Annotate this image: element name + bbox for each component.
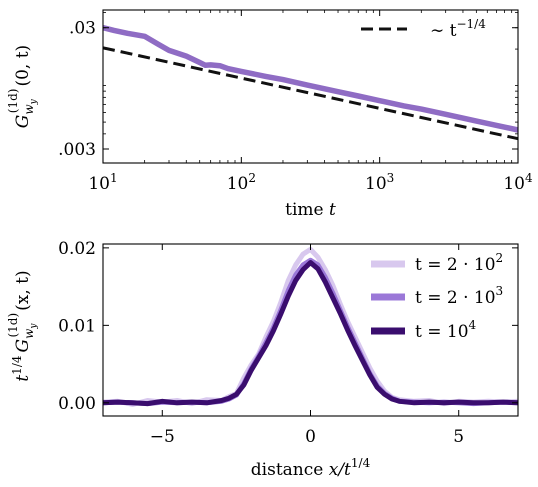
x-tick-label: −5 <box>150 427 175 447</box>
x-tick-label: 0 <box>305 427 316 447</box>
top-legend: ∼ t−1/4 <box>361 17 486 41</box>
bottom-plot-frame <box>102 243 519 417</box>
x-tick-label: 103 <box>365 171 394 194</box>
simulation-line <box>103 25 518 133</box>
y-tick-label: 0.01 <box>58 316 96 336</box>
y-axis-label: Gwy(1d)(0, t) <box>6 45 39 128</box>
power-law-line <box>103 46 518 141</box>
legend-label-power-law: ∼ t−1/4 <box>430 17 486 41</box>
y-tick-label: 0.00 <box>58 394 96 414</box>
profile-panel: −5 0 5 0.00 0.01 0.02 distance x/t1/4 t1/4Gwy(1… <box>6 239 519 480</box>
top-plot-frame <box>102 9 519 164</box>
time-decay-panel: 101 102 103 104 .03 .003 time t Gwy(1d)(0, t) ∼ … <box>6 9 533 220</box>
bottom-legend: t = 2 · 102 t = 2 · 103 t = 104 <box>371 251 503 342</box>
y-tick-label: 0.02 <box>58 239 96 259</box>
x-tick-label: 104 <box>503 171 533 194</box>
legend-label-2: t = 104 <box>415 318 477 342</box>
legend-label-0: t = 2 · 102 <box>415 251 503 275</box>
legend-label-1: t = 2 · 103 <box>415 284 503 308</box>
x-tick-label: 102 <box>227 171 256 194</box>
x-axis-label: distance x/t1/4 <box>251 456 371 480</box>
x-tick-label: 5 <box>453 427 464 447</box>
y-tick-label: .003 <box>58 140 96 160</box>
profile-line-2 <box>103 260 518 407</box>
y-axis-label: t1/4Gwy(1d)(x, t) <box>6 270 39 381</box>
y-tick-label: .03 <box>69 19 96 39</box>
x-axis-label: time t <box>285 200 336 220</box>
x-tick-label: 101 <box>88 171 117 194</box>
